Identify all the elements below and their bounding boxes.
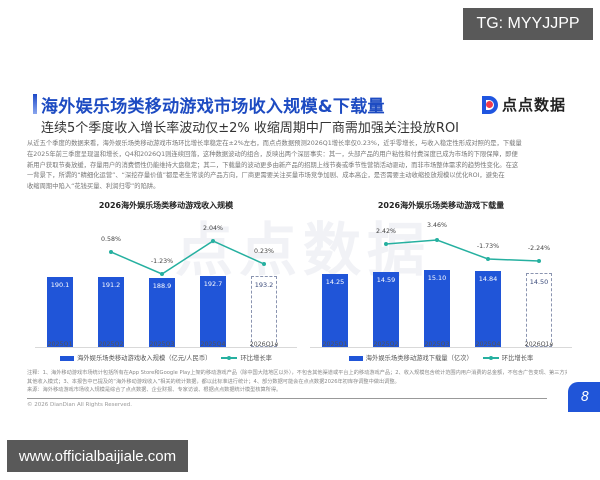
chart-title: 2026海外娱乐场类移动游戏下载量 bbox=[377, 201, 505, 210]
footer-divider bbox=[27, 398, 547, 399]
growth-label: 0.58% bbox=[100, 236, 121, 243]
legend-item-bars: 海外娱乐场类移动游戏下载量（亿次） bbox=[348, 353, 473, 362]
x-tick: 2026Q1e bbox=[524, 341, 554, 348]
revenue-bar: 191.2 bbox=[98, 277, 124, 347]
summary-line: 收缩周期中陷入“花钱买量、利润归零”的陷阱。 bbox=[27, 183, 160, 191]
footnotes: 注释：1、海外移动游戏市场统计包括所有在App Store和Google Pla… bbox=[27, 369, 567, 395]
x-tick: 2025Q2 bbox=[373, 341, 399, 348]
chart-title: 2026海外娱乐场类移动游戏收入规模 bbox=[98, 201, 234, 210]
x-tick: 2025Q3 bbox=[149, 341, 175, 348]
title-accent-bar bbox=[33, 94, 37, 114]
revenue-chart: 2026海外娱乐场类移动游戏收入规模 0.58% -1.23% 2.04% 0.… bbox=[35, 200, 297, 365]
downloads-bar: 14.59 bbox=[373, 272, 399, 347]
revenue-bar: 188.9 bbox=[149, 278, 175, 347]
growth-label: -1.23% bbox=[150, 258, 174, 265]
chart-plot-area: 0.58% -1.23% 2.04% 0.23% 190.1 191.2 188… bbox=[35, 212, 297, 348]
brand-logo: 点点数据 bbox=[478, 94, 566, 115]
footnote-line: 其他收入模式；3、本报告中已提及的“海外移动游戏收入”相关的统计数据，都以此标准… bbox=[27, 378, 400, 385]
revenue-bar-estimate: 193.2 bbox=[251, 276, 277, 347]
downloads-bar: 14.25 bbox=[322, 274, 348, 347]
x-tick: 2025Q4 bbox=[200, 341, 226, 348]
watermark-bottom-left: www.officialbaijiale.com bbox=[7, 440, 188, 472]
x-tick: 2025Q1 bbox=[47, 341, 73, 348]
x-tick: 2025Q2 bbox=[98, 341, 124, 348]
summary-line: 从近五个季度的数据来看，海外娱乐场类移动游戏市场环比增长率稳定在±2%左右，而点… bbox=[27, 140, 522, 147]
downloads-bar: 14.84 bbox=[475, 271, 501, 347]
growth-label: 2.04% bbox=[202, 225, 223, 232]
legend-item-line: 环比增长率 bbox=[482, 353, 533, 362]
legend-item-line: 环比增长率 bbox=[221, 353, 272, 362]
x-tick: 2025Q1 bbox=[322, 341, 348, 348]
growth-rate-line bbox=[384, 238, 541, 263]
downloads-bar-estimate: 14.50 bbox=[526, 273, 552, 347]
growth-label: -1.73% bbox=[476, 243, 500, 250]
copyright-text: © 2026 DianDian All Rights Reserved. bbox=[27, 402, 132, 408]
page-subtitle: 连续5个季度收入增长率波动仅±2% 收缩周期中厂商需加强关注投放ROI bbox=[41, 121, 460, 136]
page-title: 海外娱乐场类移动游戏市场收入规模&下载量 bbox=[41, 97, 385, 117]
x-tick: 2025Q3 bbox=[424, 341, 450, 348]
downloads-bar: 15.10 bbox=[424, 270, 450, 347]
downloads-chart: 2026海外娱乐场类移动游戏下载量 2.42% 3.46% -1.73% -2.… bbox=[310, 200, 572, 365]
growth-label: 2.42% bbox=[375, 228, 396, 235]
growth-label: 0.23% bbox=[253, 248, 274, 255]
summary-paragraph: 从近五个季度的数据来看，海外娱乐场类移动游戏市场环比增长率稳定在±2%左右，而点… bbox=[27, 139, 587, 193]
x-axis bbox=[310, 347, 572, 348]
growth-label: 3.46% bbox=[426, 222, 447, 229]
growth-rate-line bbox=[109, 239, 266, 276]
summary-line: 新用户获取节奏放缓，存量用户的消费惯性仍能维持大盘稳定；其二，下载量的波动更多由… bbox=[27, 161, 519, 169]
summary-line: 一背景下，所谓的“精细化运营”、“深挖存量价值”都是老生常谈的产品方向，厂商更需… bbox=[27, 172, 505, 180]
chart-plot-area: 2.42% 3.46% -1.73% -2.24% 14.25 14.59 15… bbox=[310, 212, 572, 348]
revenue-bar: 190.1 bbox=[47, 277, 73, 347]
watermark-top-right: TG: MYYJJPP bbox=[463, 8, 593, 40]
x-tick: 2025Q4 bbox=[475, 341, 501, 348]
logo-icon bbox=[478, 95, 498, 115]
footnote-line: 注释：1、海外移动游戏市场统计包括所有在App Store和Google Pla… bbox=[27, 370, 567, 376]
x-axis bbox=[35, 347, 297, 348]
chart-legend: 海外娱乐场类移动游戏下载量（亿次） 环比增长率 bbox=[310, 353, 572, 362]
x-tick: 2026Q1e bbox=[249, 341, 279, 348]
chart-legend: 海外娱乐场类移动游戏收入规模（亿元/人民币） 环比增长率 bbox=[35, 353, 297, 362]
report-slide: 点点数据 海外娱乐场类移动游戏市场收入规模&下载量 连续5个季度收入增长率波动仅… bbox=[25, 88, 600, 418]
revenue-bar: 192.7 bbox=[200, 276, 226, 347]
legend-item-bars: 海外娱乐场类移动游戏收入规模（亿元/人民币） bbox=[60, 353, 211, 362]
growth-label: -2.24% bbox=[527, 245, 551, 252]
page-number-badge: 8 bbox=[568, 382, 600, 412]
logo-text: 点点数据 bbox=[502, 96, 567, 114]
footnote-line: 来源：海外移动游戏市场收入规模是综合了点点数据、企业财报、专家访谈、根据点点数据… bbox=[27, 387, 282, 393]
summary-line: 在2025年前三季度呈现温和增长，Q4和2026Q1则连续回落，这种数据波动的组… bbox=[27, 150, 518, 158]
